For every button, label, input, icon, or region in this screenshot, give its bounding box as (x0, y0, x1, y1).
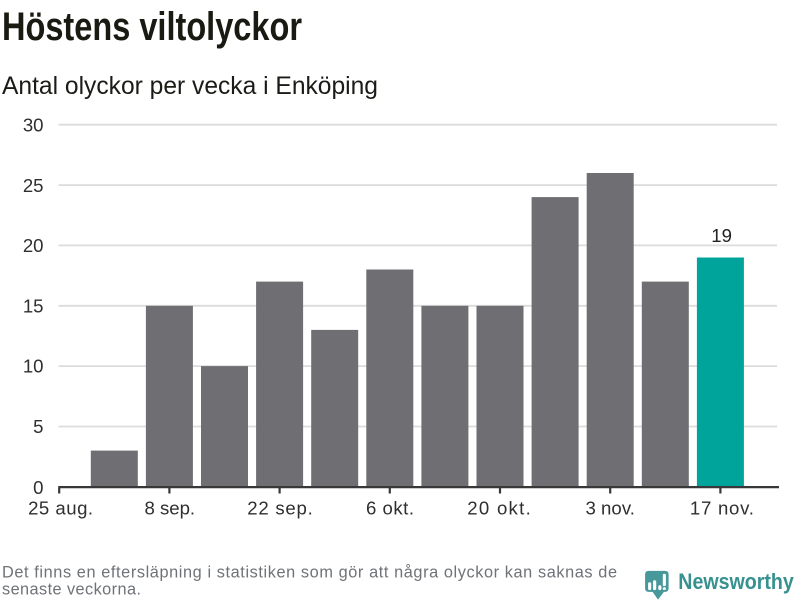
svg-text:5: 5 (33, 416, 43, 437)
svg-text:Antal olyckor per vecka i Enkö: Antal olyckor per vecka i Enköping (2, 73, 378, 100)
svg-text:25: 25 (23, 175, 44, 196)
svg-text:8 sep.: 8 sep. (145, 497, 196, 518)
svg-text:3 nov.: 3 nov. (585, 497, 635, 518)
svg-text:17 nov.: 17 nov. (690, 497, 754, 518)
svg-text:Höstens viltolyckor: Höstens viltolyckor (2, 5, 302, 49)
svg-text:Det finns en eftersläpning i s: Det finns en eftersläpning i statistiken… (2, 563, 617, 581)
svg-text:15: 15 (23, 295, 44, 316)
svg-text:0: 0 (33, 477, 43, 498)
svg-text:20 okt.: 20 okt. (467, 497, 531, 518)
svg-text:20: 20 (23, 235, 44, 256)
svg-text:10: 10 (23, 356, 44, 377)
svg-text:19: 19 (711, 225, 732, 246)
svg-text:6 okt.: 6 okt. (366, 497, 414, 518)
svg-text:senaste veckorna.: senaste veckorna. (2, 581, 141, 599)
svg-text:Newsworthy: Newsworthy (678, 569, 794, 594)
svg-text:22 sep.: 22 sep. (247, 497, 313, 518)
svg-text:25 aug.: 25 aug. (28, 497, 93, 518)
svg-text:30: 30 (23, 115, 44, 136)
